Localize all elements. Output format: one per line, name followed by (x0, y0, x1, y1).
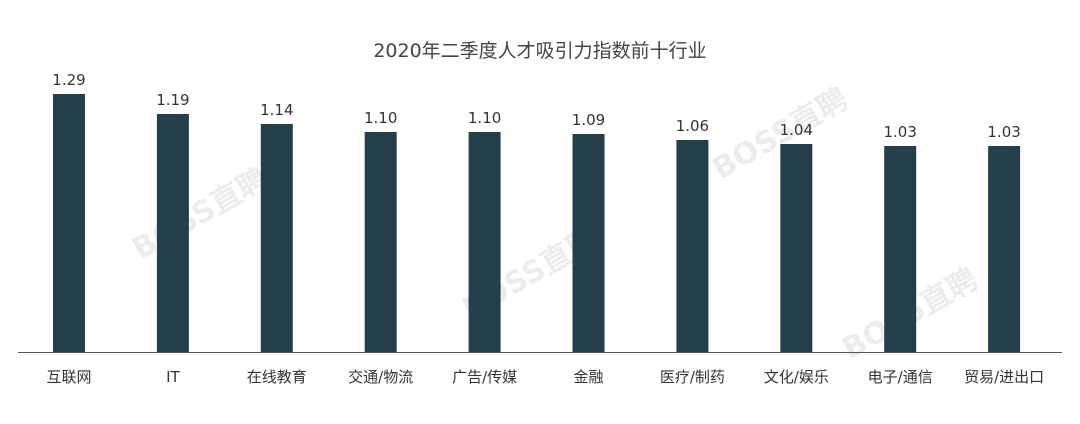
x-tick-label: 医疗/制药 (660, 368, 725, 386)
bar (884, 146, 917, 352)
bar (53, 94, 85, 352)
chart-title: 2020年二季度人才吸引力指数前十行业 (373, 40, 706, 62)
x-tick-label: IT (166, 368, 180, 386)
bar (572, 134, 605, 352)
x-tick-label: 电子/通信 (868, 368, 933, 386)
x-tick-label: 文化/娱乐 (764, 368, 829, 386)
data-label: 1.10 (468, 109, 501, 127)
data-label: 1.09 (572, 111, 605, 129)
x-tick-label: 互联网 (46, 368, 91, 386)
x-tick-label: 广告/传媒 (452, 368, 517, 386)
x-tick-label: 金融 (573, 368, 603, 386)
data-label: 1.19 (156, 91, 189, 109)
x-tick-label: 贸易/进出口 (964, 368, 1044, 386)
x-tick-label: 交通/物流 (348, 368, 413, 386)
watermarks: BOSS直聘BOSS直聘BOSS直聘BOSS直聘 (127, 82, 985, 367)
bar (364, 132, 397, 352)
bar (988, 146, 1021, 352)
data-label: 1.03 (883, 123, 916, 141)
data-label: 1.03 (987, 123, 1020, 141)
bar (468, 132, 501, 352)
bar (780, 144, 813, 352)
watermark: BOSS直聘 (127, 162, 275, 267)
bar (260, 124, 293, 352)
data-label: 1.06 (676, 117, 709, 135)
data-label: 1.29 (52, 71, 85, 89)
data-label: 1.14 (260, 101, 293, 119)
bar (156, 114, 189, 352)
data-label: 1.10 (364, 109, 397, 127)
data-label: 1.04 (780, 121, 813, 139)
x-tick-label: 在线教育 (247, 368, 307, 386)
bar (676, 140, 709, 352)
